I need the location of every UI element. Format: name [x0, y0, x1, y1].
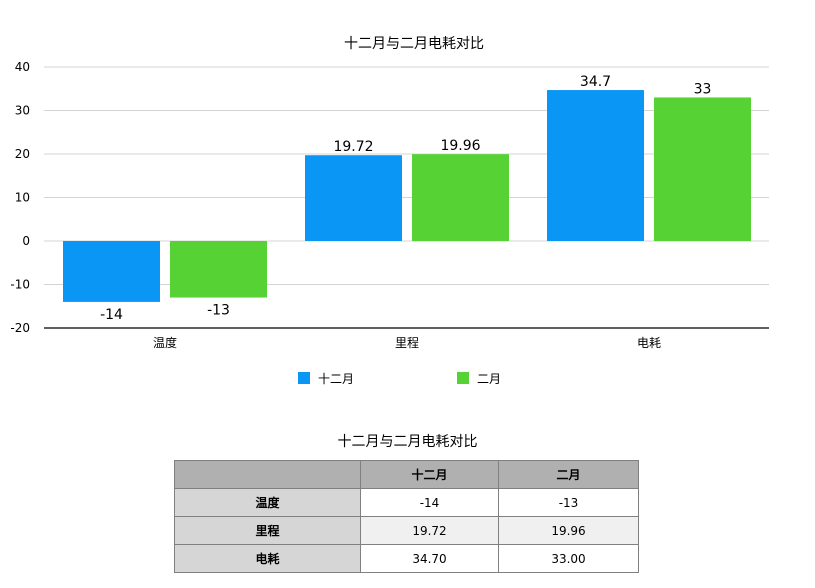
y-tick-label: -20 — [10, 321, 30, 335]
table-cell: 34.70 — [360, 544, 499, 573]
y-tick-label: 30 — [15, 104, 30, 118]
data-label: -14 — [100, 307, 123, 323]
data-label: 34.7 — [580, 74, 611, 90]
table-row: 里程 19.72 19.96 — [174, 516, 639, 545]
table-row: 电耗 34.70 33.00 — [174, 544, 639, 573]
data-table: 十二月 二月 温度 -14 -13 里程 19.72 19.96 电耗 34.7… — [174, 460, 639, 573]
data-label: 19.72 — [333, 139, 373, 155]
table-header-december: 十二月 — [360, 460, 499, 489]
bar — [654, 97, 751, 241]
y-tick-label: 20 — [15, 147, 30, 161]
category-label: 温度 — [153, 335, 177, 350]
table-cell: -14 — [360, 488, 499, 517]
legend-swatch — [298, 372, 310, 384]
table-row-label: 电耗 — [174, 544, 361, 573]
y-tick-label: -10 — [10, 278, 30, 292]
table-header-row: 十二月 二月 — [174, 460, 639, 489]
table-cell: -13 — [498, 488, 639, 517]
chart-title: 十二月与二月电耗对比 — [344, 36, 484, 52]
data-labels: -14 -13 19.72 19.96 34.7 33 — [100, 74, 711, 323]
table-title: 十二月与二月电耗对比 — [337, 434, 478, 450]
data-label: 33 — [694, 81, 712, 97]
bar — [63, 241, 160, 302]
bar — [305, 155, 402, 241]
y-tick-label: 40 — [15, 60, 30, 74]
bars — [63, 90, 751, 302]
table-row-label: 温度 — [174, 488, 361, 517]
table-row-label: 里程 — [174, 516, 361, 545]
data-label: -13 — [207, 303, 230, 319]
y-axis-ticks: 40 30 20 10 0 -10 -20 — [10, 60, 30, 335]
category-label: 电耗 — [637, 336, 661, 350]
table-cell: 19.96 — [498, 516, 639, 545]
table-cell: 33.00 — [498, 544, 639, 573]
y-tick-label: 10 — [15, 191, 30, 205]
grid-lines — [44, 66, 769, 329]
category-label: 里程 — [395, 335, 419, 350]
legend-label: 十二月 — [318, 372, 354, 386]
bar — [170, 241, 267, 298]
x-axis-categories: 温度 里程 电耗 — [153, 335, 661, 350]
bar — [412, 154, 509, 241]
legend: 十二月 二月 — [298, 372, 501, 386]
bar — [547, 90, 644, 242]
y-tick-label: 0 — [22, 234, 30, 248]
table-cell: 19.72 — [360, 516, 499, 545]
table-row: 温度 -14 -13 — [174, 488, 639, 517]
table-header-february: 二月 — [498, 460, 639, 489]
legend-swatch — [457, 372, 469, 384]
table-corner-cell — [174, 460, 361, 489]
legend-label: 二月 — [477, 372, 501, 386]
data-label: 19.96 — [440, 138, 480, 154]
bar-chart: 十二月与二月电耗对比 40 30 20 10 0 -10 -20 -14 -13 19.72 19… — [10, 36, 769, 386]
